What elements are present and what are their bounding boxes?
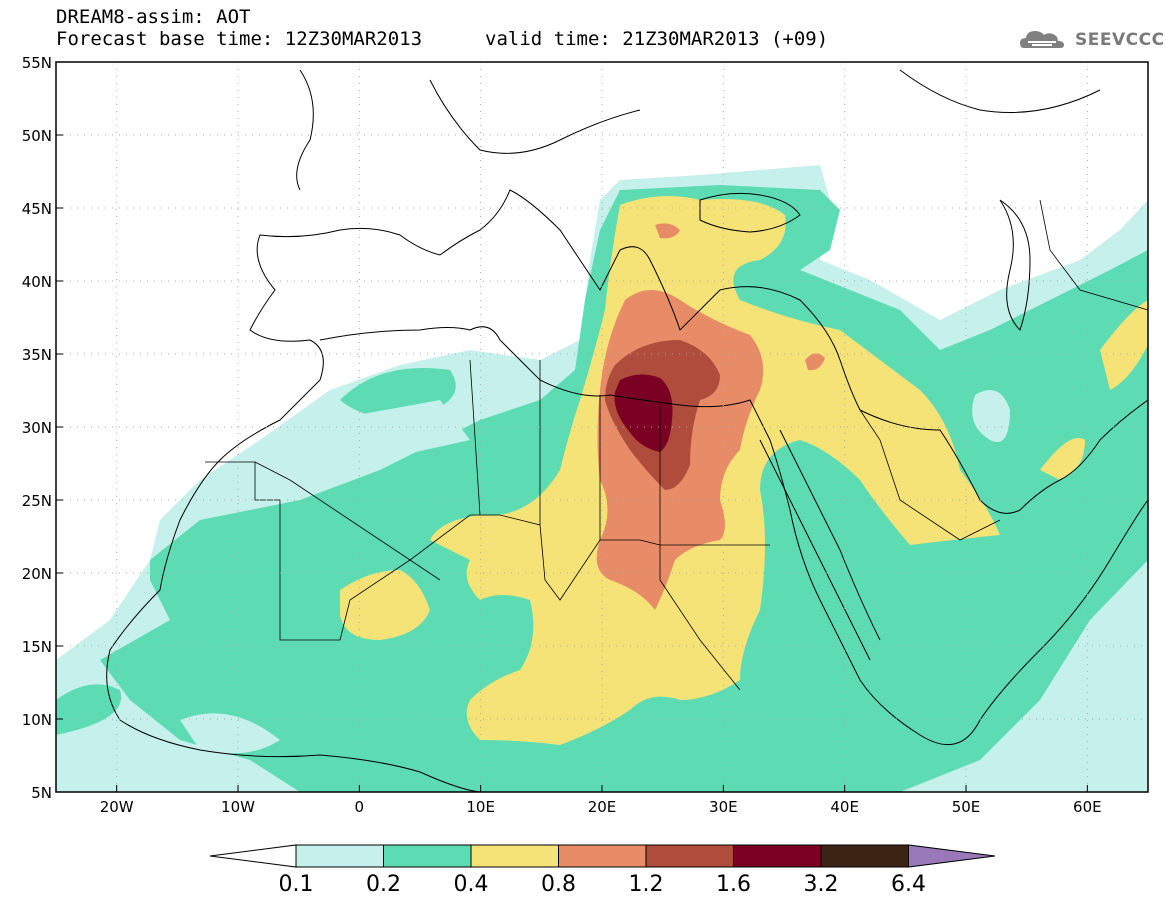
coast-red-sea [759,429,881,661]
coast-north-europe [296,69,1101,191]
lat-label: 55N [22,54,52,72]
colorbar-value: 0.8 [541,872,576,897]
lon-label: 10W [221,798,255,816]
aot-hole-west-africa [180,713,280,754]
lat-label: 5N [31,784,52,802]
aot-contour-0.4-sahel [340,570,430,640]
colorbar-swatch [558,844,647,868]
lat-label: 15N [22,638,52,656]
aot-hole-sahara [320,400,470,460]
colorbar-value: 1.6 [716,872,751,897]
country-borders [205,199,1148,691]
lon-label: 10E [466,798,495,816]
coastlines [106,69,1148,792]
valid-time: valid time: 21Z30MAR2013 (+09) [485,28,829,50]
aot-contour-0.4-iran [1100,300,1148,390]
forecast-base-time: Forecast base time: 12Z30MAR2013 [56,28,423,50]
colorbar-value: 6.4 [891,872,926,897]
colorbar-value: 1.2 [629,872,664,897]
colorbar-value: 0.4 [454,872,489,897]
aot-contour-0.8-levant [805,353,825,371]
colorbar-value: 3.2 [804,872,839,897]
aot-contour-1.6 [614,374,673,452]
coast-black-sea [699,192,801,233]
aot-contour-0.8-north [655,223,680,239]
cloud-icon [1020,31,1064,48]
lon-label: 20W [100,798,134,816]
lat-label: 40N [22,273,52,291]
aot-hole-arabia [972,390,1010,442]
colorbar [209,844,996,868]
colorbar-labels: 0.1 0.2 0.4 0.8 1.2 1.6 3.2 6.4 [279,872,927,897]
grid [56,62,1148,792]
axis-ticks [56,61,1088,793]
coast-caspian [999,199,1031,331]
lat-label: 45N [22,200,52,218]
colorbar-swatch [733,844,822,868]
colorbar-under-arrow [209,844,297,868]
colorbar-swatch [383,844,472,868]
colorbar-over-arrow [908,844,996,868]
lat-label: 25N [22,492,52,510]
coast-arabia [859,399,1148,514]
lat-label: 30N [22,419,52,437]
coast-west-africa [106,227,481,792]
logo-text: SEEVCCC [1075,30,1165,50]
aot-contour-0.2-west [56,684,122,735]
lat-label: 35N [22,346,52,364]
lon-label: 60E [1073,798,1102,816]
lon-label: 0 [355,798,365,816]
lon-label: 40E [830,798,859,816]
colorbar-swatch [470,844,559,868]
lon-label: 50E [952,798,981,816]
coast-north-africa [319,326,1148,746]
seevccc-logo [1018,22,1158,58]
colorbar-swatch [295,844,384,868]
lat-label: 20N [22,565,52,583]
map-title: DREAM8-assim: AOT [56,6,251,28]
lon-label: 20E [588,798,617,816]
lon-label: 30E [709,798,738,816]
latitude-labels: 55N 50N 45N 40N 35N 30N 25N 20N 15N 10N 5N [22,54,52,802]
aot-field [56,165,1148,792]
longitude-labels: 20W 10W 0 10E 20E 30E 40E 50E 60E [100,798,1102,816]
aot-contour-0.4-arabia-east [1040,438,1085,480]
colorbar-value: 0.1 [279,872,314,897]
lat-label: 10N [22,711,52,729]
lat-label: 50N [22,127,52,145]
colorbar-value: 0.2 [366,872,401,897]
colorbar-swatch [820,844,909,868]
coast-europe [439,189,861,411]
colorbar-swatch [645,844,734,868]
